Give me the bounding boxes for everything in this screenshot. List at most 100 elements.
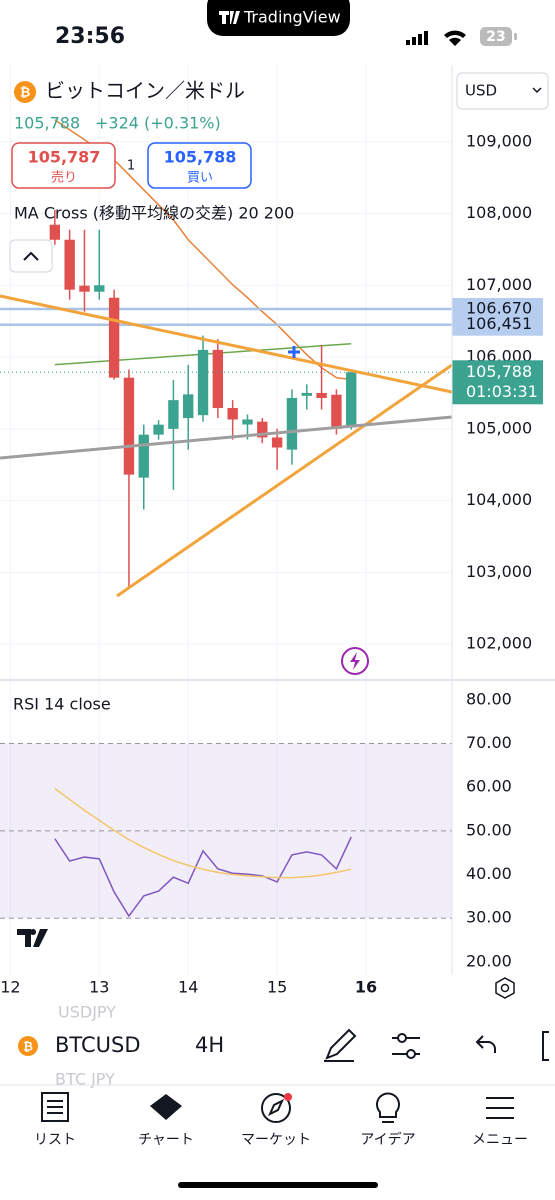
price-change: +324 (+0.31%) [95, 114, 221, 133]
rsi-line [54, 787, 352, 879]
candle-body [108, 297, 120, 378]
ideas-icon[interactable] [376, 1092, 400, 1123]
y-tick-label: 102,000 [466, 634, 532, 653]
bracket-icon[interactable] [542, 1031, 549, 1061]
symbol-name: ビットコイン／米ドル [45, 79, 245, 103]
list-icon[interactable] [41, 1092, 69, 1122]
nav-label[interactable]: アイデア [360, 1131, 415, 1148]
candle-body [227, 408, 238, 420]
compass [267, 1098, 285, 1117]
tv-pill-logo [219, 11, 240, 24]
y-tick-label: 60.00 [466, 777, 512, 796]
candle-body [153, 424, 164, 435]
candle-body [286, 397, 298, 450]
candle-body [138, 434, 149, 478]
candle-body [168, 400, 179, 429]
settings-icon[interactable] [495, 977, 515, 999]
settings-dot [500, 983, 510, 993]
tv-logo [17, 929, 48, 947]
y-tick-label: 105,000 [466, 418, 532, 437]
home-indicator [178, 1182, 378, 1188]
lightning [350, 652, 360, 670]
toolbar-symbol[interactable]: BTCUSD [55, 1033, 141, 1057]
y-tick-label: 30.00 [466, 908, 512, 927]
sell-button[interactable] [11, 142, 116, 189]
x-tick-label: 16 [355, 978, 377, 997]
sell-label: 売り [51, 170, 77, 186]
candle-body [331, 394, 342, 429]
app-pill [207, 0, 350, 36]
draw-icon[interactable] [324, 1028, 357, 1062]
currency-select[interactable] [456, 72, 549, 110]
candle-body [257, 421, 268, 438]
x-tick-label: 15 [267, 978, 287, 997]
candle-body [123, 377, 135, 475]
btc-glyph: ₿ [23, 1040, 33, 1054]
chart-icon[interactable] [150, 1094, 182, 1120]
undo-icon[interactable] [475, 1035, 496, 1053]
nav-label[interactable]: メニュー [472, 1132, 528, 1148]
y-tick-label: 20.00 [466, 951, 512, 970]
y-tick-label: 108,000 [466, 203, 532, 222]
battery-tip [514, 33, 517, 40]
spread: 1 [127, 159, 135, 174]
menu-icon[interactable] [486, 1097, 514, 1119]
x-tick-label: 12 [0, 978, 20, 997]
candle-body [212, 349, 224, 409]
candle-body [271, 437, 283, 448]
buy-label: 買い [187, 171, 213, 186]
btc-icon [14, 81, 36, 103]
candle-body [94, 285, 105, 292]
trendline [0, 415, 453, 460]
buy-button[interactable] [147, 142, 252, 189]
countdown: 01:03:31 [466, 382, 538, 401]
y-tick-label: 103,000 [466, 562, 532, 581]
app-name: TradingView [243, 8, 341, 27]
faded-symbol: USDJPY [58, 1003, 116, 1022]
last-price-label: 105,788 [466, 362, 532, 381]
chevron-up [23, 251, 39, 261]
chevron [532, 87, 542, 94]
last-price: 105,788 [14, 114, 80, 133]
buy-price: 105,788 [164, 148, 237, 167]
nav-label[interactable]: チャート [138, 1132, 194, 1148]
currency: USD [465, 82, 497, 100]
nav-label[interactable]: リスト [34, 1132, 76, 1148]
nav-bar: リスト チャート マーケット アイデア メニュー [34, 1131, 528, 1148]
candle-body [316, 392, 327, 398]
y-tick-label: 50.00 [466, 820, 512, 839]
candle-body [301, 392, 312, 396]
toolbar-interval[interactable]: 4H [195, 1033, 224, 1057]
candle-body [183, 394, 194, 419]
btc-glyph: ₿ [20, 86, 31, 101]
candle-body [346, 372, 357, 428]
badge [284, 1093, 292, 1101]
signal-icon [406, 31, 428, 45]
y-tick-label: 109,000 [466, 131, 532, 150]
candle-body [197, 349, 209, 416]
indicator-label: MA Cross (移動平均線の交差) 20 200 [14, 204, 294, 223]
trendline [0, 294, 453, 394]
sell-price: 105,787 [28, 148, 101, 167]
trendline [116, 363, 453, 598]
candle-body [49, 224, 61, 240]
btc-icon [18, 1036, 38, 1056]
x-tick-label: 14 [178, 978, 198, 997]
slider-knob [397, 1033, 407, 1043]
faded-symbol: BTC JPY [55, 1070, 115, 1089]
price-line-label: 106,670 [466, 298, 532, 317]
nav-label[interactable]: マーケット [241, 1132, 311, 1148]
market-icon[interactable] [261, 1093, 291, 1123]
x-tick-label: 13 [89, 978, 109, 997]
pane-title: RSI 14 close [13, 695, 111, 714]
candle-body [242, 419, 253, 425]
slider-knob [406, 1049, 416, 1059]
collapse-button[interactable] [9, 239, 53, 273]
status-time: 23:56 [55, 24, 125, 49]
charts: 12 13 14 15 16102,000103,000104,000105,00010… [0, 65, 543, 997]
rsi-line [54, 836, 352, 918]
y-tick-label: 70.00 [466, 733, 512, 752]
y-tick-label: 104,000 [466, 490, 532, 509]
candle-body [79, 285, 90, 292]
